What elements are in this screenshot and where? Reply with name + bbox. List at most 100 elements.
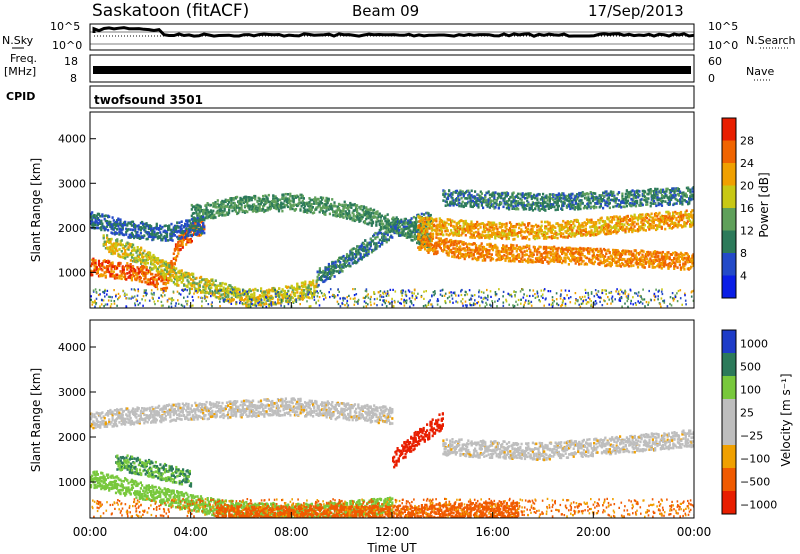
power-cell-3 — [155, 222, 158, 226]
power-cell-5 — [548, 257, 551, 260]
power-cell-2 — [429, 237, 432, 241]
power-cell-2 — [289, 207, 292, 211]
power-cell-1 — [167, 276, 170, 280]
power-cell-2 — [226, 203, 230, 206]
power-cell-5 — [503, 245, 506, 248]
power-cell-2 — [429, 239, 432, 243]
power-cell-2 — [212, 205, 215, 208]
power-cell-6 — [426, 229, 429, 233]
power-cell-2 — [222, 201, 225, 205]
power-cell-2 — [419, 243, 422, 246]
power-cell-1 — [219, 282, 222, 285]
power-cell-5 — [502, 256, 505, 260]
power-cell-1 — [124, 255, 127, 258]
power-cell-6 — [532, 225, 535, 228]
power-cell-1 — [126, 255, 129, 258]
power-cell-2 — [301, 203, 304, 206]
power-cell-2 — [234, 207, 237, 210]
power-cell-5 — [504, 247, 507, 251]
power-cell-5 — [653, 255, 657, 258]
power-cell-6 — [445, 227, 448, 231]
power-cell-5 — [431, 249, 435, 253]
power-cell-4 — [387, 228, 390, 231]
power-cell-2 — [318, 205, 321, 208]
power-cell-2 — [350, 206, 353, 209]
power-cell-1 — [133, 248, 136, 252]
power-cell-1 — [129, 252, 132, 255]
power-cell-0 — [120, 277, 123, 281]
power-cell-3 — [146, 224, 149, 227]
power-cell-1 — [254, 303, 257, 307]
power-cell-5 — [643, 266, 646, 269]
power-cell-5 — [684, 261, 687, 264]
power-cell-6 — [524, 226, 527, 229]
power-cell-5 — [439, 242, 442, 246]
power-cell-4 — [330, 271, 333, 274]
power-cell-4 — [375, 243, 378, 247]
power-cell-5 — [435, 236, 438, 239]
power-cell-3 — [139, 221, 142, 225]
power-cell-5 — [593, 260, 596, 264]
power-cell-0 — [156, 282, 159, 286]
power-cell-2 — [370, 222, 373, 226]
power-cell-2 — [345, 212, 348, 215]
power-cell-2 — [216, 199, 219, 202]
power-cell-2 — [310, 208, 313, 212]
power-cell-6 — [486, 234, 489, 237]
power-cell-2 — [324, 210, 327, 214]
power-cell-6 — [431, 232, 435, 236]
power-cell-5 — [579, 254, 582, 257]
power-cell-4 — [344, 265, 347, 268]
power-cell-3 — [178, 236, 181, 240]
power-cell-3 — [130, 224, 133, 227]
power-cell-5 — [645, 253, 649, 256]
power-cell-1 — [112, 242, 115, 245]
power-cell-5 — [668, 265, 671, 268]
power-cell-5 — [519, 260, 522, 263]
power-cell-0 — [177, 242, 180, 245]
power-cell-5 — [538, 251, 541, 254]
power-cell-3 — [136, 234, 139, 237]
power-cell-2 — [215, 206, 218, 209]
power-cell-2 — [300, 193, 303, 197]
power-cell-2 — [363, 220, 367, 223]
power-cell-6 — [556, 222, 559, 225]
power-cell-2 — [323, 206, 326, 210]
power-cell-1 — [193, 281, 196, 285]
power-cell-3 — [182, 225, 186, 229]
power-cell-0 — [97, 263, 101, 267]
power-cell-4 — [355, 250, 358, 254]
power-cell-5 — [596, 247, 599, 251]
power-cell-6 — [493, 221, 496, 225]
power-cell-5 — [520, 250, 523, 254]
power-cell-5 — [635, 259, 638, 262]
power-cell-3 — [155, 232, 158, 235]
power-cell-0 — [120, 274, 123, 277]
power-cell-1 — [198, 276, 201, 280]
power-cell-4 — [400, 220, 403, 223]
power-cell-5 — [645, 251, 649, 254]
power-cell-2 — [330, 202, 333, 206]
power-cell-5 — [514, 247, 517, 250]
power-cell-2 — [277, 208, 281, 211]
power-cell-5 — [459, 245, 462, 248]
power-cell-2 — [310, 202, 313, 206]
power-cell-3 — [190, 234, 193, 238]
power-cell-6 — [576, 232, 579, 235]
power-cell-6 — [505, 227, 508, 231]
power-cell-3 — [131, 233, 135, 237]
power-cell-2 — [250, 198, 253, 202]
power-cell-1 — [109, 240, 112, 243]
power-cell-1 — [169, 277, 172, 280]
power-cell-2 — [212, 202, 215, 205]
power-cell-1 — [300, 288, 303, 292]
power-cell-4 — [331, 265, 334, 269]
power-cell-5 — [579, 248, 582, 251]
power-cell-2 — [337, 213, 341, 216]
power-cell-3 — [180, 227, 183, 231]
power-cell-5 — [529, 260, 532, 264]
power-cell-4 — [409, 225, 412, 228]
power-cell-5 — [457, 246, 461, 250]
power-cell-1 — [188, 276, 191, 279]
power-cell-5 — [604, 255, 607, 258]
